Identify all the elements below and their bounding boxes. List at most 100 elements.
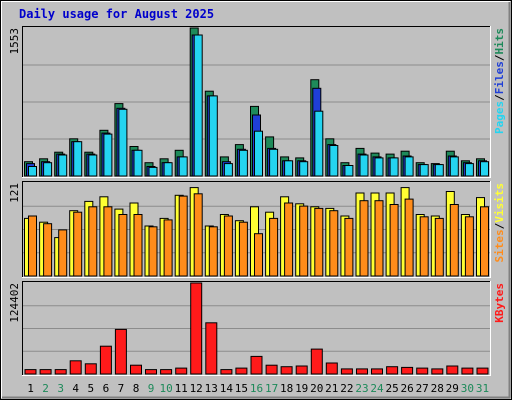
y-max-label: 121 xyxy=(8,183,21,203)
day-label-12: 12 xyxy=(190,382,203,395)
y-max-label: 124402 xyxy=(8,283,21,323)
bar-pages-day-11 xyxy=(178,156,188,177)
bar-kbytes-day-10 xyxy=(160,369,173,375)
legend-visits-sites: Sites/Visits xyxy=(493,183,506,263)
bar-sites-day-17 xyxy=(269,217,279,277)
bar-pages-day-2 xyxy=(43,162,53,177)
bar-sites-day-19 xyxy=(299,205,309,277)
bar-kbytes-day-31 xyxy=(476,367,489,375)
bar-kbytes-day-24 xyxy=(371,368,383,375)
bar-sites-day-2 xyxy=(43,223,53,277)
bar-sites-day-6 xyxy=(103,206,113,277)
bar-sites-day-11 xyxy=(178,195,188,277)
bar-pages-day-3 xyxy=(58,154,68,177)
bar-pages-day-20 xyxy=(314,110,324,177)
x-axis-day-labels: 1 2 3 4 5 6 7 8 9 10 11 12 13 14 15 16 17 18 19 20 21 22 23 24 2… xyxy=(27,382,489,395)
day-label-25: 25 xyxy=(385,382,398,395)
day-label-15: 15 xyxy=(235,382,248,395)
bar-pages-day-28 xyxy=(434,164,444,177)
day-label-31: 31 xyxy=(476,382,489,395)
bar-sites-day-13 xyxy=(208,226,218,277)
day-label-22: 22 xyxy=(340,382,353,395)
bar-kbytes-day-16 xyxy=(250,355,263,375)
bar-kbytes-day-9 xyxy=(145,369,157,375)
bar-pages-day-21 xyxy=(329,145,339,177)
bar-sites-day-25 xyxy=(389,204,399,277)
bar-kbytes-day-3 xyxy=(54,369,67,375)
bar-kbytes-day-28 xyxy=(431,368,444,375)
legend-item-sep2: / xyxy=(493,54,506,61)
panel-visits-sites: 121 Sites/Visits xyxy=(8,181,506,278)
day-label-30: 30 xyxy=(461,382,474,395)
bar-kbytes-day-7 xyxy=(114,328,127,375)
bar-kbytes-day-15 xyxy=(235,367,248,375)
day-label-2: 2 xyxy=(42,382,49,395)
bar-pages-day-26 xyxy=(404,156,414,177)
day-label-21: 21 xyxy=(325,382,338,395)
bar-kbytes-day-22 xyxy=(340,368,353,375)
bar-pages-day-30 xyxy=(464,163,474,177)
bar-sites-day-1 xyxy=(28,215,37,277)
day-label-20: 20 xyxy=(310,382,323,395)
bar-pages-day-12 xyxy=(193,34,203,177)
bar-pages-day-31 xyxy=(480,161,489,177)
bar-pages-day-15 xyxy=(238,149,248,177)
legend-item-pages: Pages xyxy=(493,101,506,134)
bar-sites-day-21 xyxy=(329,210,339,277)
bar-sites-day-22 xyxy=(344,217,354,277)
bar-sites-day-12 xyxy=(193,193,203,277)
bar-pages-day-5 xyxy=(88,154,98,177)
bar-pages-day-27 xyxy=(419,164,429,177)
bar-sites-day-9 xyxy=(148,226,158,277)
bar-pages-day-8 xyxy=(133,149,143,177)
bar-pages-day-6 xyxy=(103,133,113,177)
bar-kbytes-day-27 xyxy=(416,367,429,375)
bar-kbytes-day-23 xyxy=(356,368,368,375)
bar-kbytes-day-5 xyxy=(84,363,97,375)
bar-pages-day-13 xyxy=(208,95,218,177)
day-label-18: 18 xyxy=(280,382,293,395)
y-max-label: 1553 xyxy=(8,28,21,55)
day-label-24: 24 xyxy=(370,382,384,395)
day-label-5: 5 xyxy=(87,382,94,395)
bar-sites-day-14 xyxy=(223,215,233,277)
bar-sites-day-30 xyxy=(464,216,474,277)
bar-pages-day-7 xyxy=(118,108,128,177)
day-label-26: 26 xyxy=(400,382,413,395)
legend-kbytes: KBytes xyxy=(493,283,506,323)
bar-kbytes-day-30 xyxy=(461,367,474,375)
bar-sites-day-31 xyxy=(480,206,489,277)
bar-kbytes-day-11 xyxy=(175,367,188,375)
bar-kbytes-day-20 xyxy=(310,348,323,375)
bar-kbytes-day-12 xyxy=(190,282,203,375)
bar-sites-day-28 xyxy=(434,217,444,277)
bar-kbytes-day-14 xyxy=(220,369,233,375)
bar-kbytes-day-1 xyxy=(24,369,37,375)
bar-sites-day-15 xyxy=(238,221,248,277)
day-label-19: 19 xyxy=(295,382,308,395)
day-label-23: 23 xyxy=(355,382,368,395)
bar-kbytes-day-21 xyxy=(325,362,338,375)
bar-sites-day-10 xyxy=(163,219,173,277)
day-label-10: 10 xyxy=(159,382,172,395)
bar-pages-day-14 xyxy=(223,163,233,177)
legend-item-kbytes: KBytes xyxy=(493,283,506,323)
legend-item-files: Files xyxy=(493,61,506,94)
chart-panels: 1553Pages/Files/Hits121Sites/Visits12440… xyxy=(8,26,506,376)
bar-kbytes-day-26 xyxy=(401,366,414,375)
bar-pages-day-25 xyxy=(389,157,399,177)
bar-sites-day-29 xyxy=(449,204,459,277)
bar-pages-day-4 xyxy=(73,141,83,177)
day-label-9: 9 xyxy=(148,382,155,395)
day-label-1: 1 xyxy=(27,382,34,395)
panel-kbytes: 124402 KBytes xyxy=(8,281,506,376)
bar-kbytes-day-8 xyxy=(130,364,142,375)
bar-pages-day-17 xyxy=(269,148,279,177)
bar-kbytes-day-29 xyxy=(446,365,459,375)
bar-pages-day-9 xyxy=(148,166,158,177)
bar-sites-day-20 xyxy=(314,207,324,277)
bar-kbytes-day-4 xyxy=(69,360,82,375)
day-label-3: 3 xyxy=(57,382,64,395)
